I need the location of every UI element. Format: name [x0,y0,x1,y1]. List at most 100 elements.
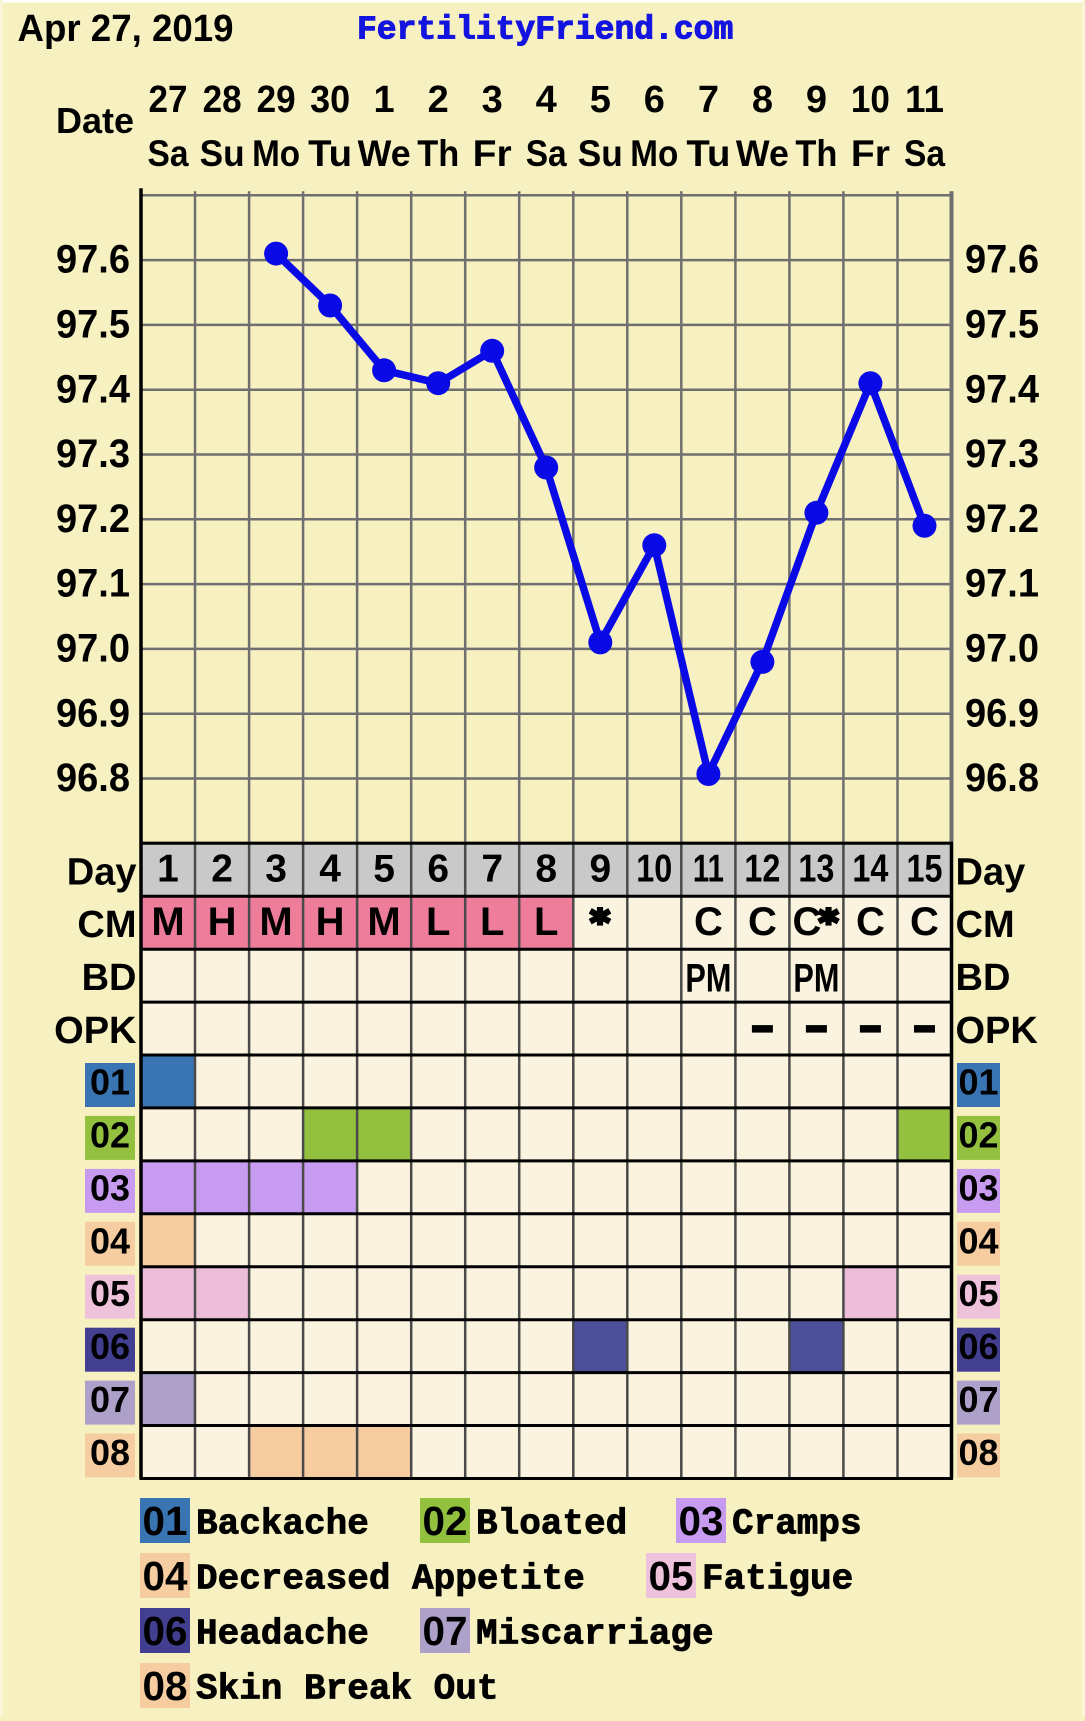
svg-text:8: 8 [752,79,773,121]
svg-text:97.2: 97.2 [56,497,130,541]
svg-text:05: 05 [649,1553,694,1599]
svg-text:13: 13 [798,847,834,890]
svg-text:6: 6 [427,847,449,890]
svg-text:97.6: 97.6 [56,238,130,282]
svg-text:CM: CM [77,904,136,946]
svg-text:L: L [426,900,450,944]
svg-text:Sa: Sa [148,133,189,174]
svg-text:05: 05 [90,1273,130,1314]
svg-text:97.1: 97.1 [56,562,130,606]
svg-text:Tu: Tu [686,133,730,174]
svg-text:Th: Th [795,133,837,174]
svg-text:Apr 27, 2019: Apr 27, 2019 [18,8,234,50]
svg-text:96.8: 96.8 [965,756,1039,800]
svg-text:01: 01 [143,1498,188,1544]
svg-text:OPK: OPK [54,1010,137,1052]
svg-text:04: 04 [90,1220,130,1261]
svg-text:96.8: 96.8 [56,756,130,800]
svg-text:Sa: Sa [526,133,567,174]
svg-text:Su: Su [578,133,623,174]
svg-text:07: 07 [90,1379,130,1420]
svg-text:BD: BD [956,957,1011,999]
svg-text:01: 01 [90,1062,130,1103]
svg-text:Tu: Tu [308,133,352,174]
svg-text:L: L [480,900,504,944]
svg-text:03: 03 [679,1498,724,1544]
svg-text:1: 1 [374,79,395,121]
svg-text:3: 3 [482,79,503,121]
svg-text:We: We [736,133,789,174]
svg-text:C: C [694,900,723,944]
svg-text:9: 9 [806,79,827,121]
svg-text:02: 02 [958,1114,998,1155]
svg-text:FertilityFriend.com: FertilityFriend.com [357,12,733,49]
svg-text:Skin Break Out: Skin Break Out [196,1669,498,1710]
svg-text:10: 10 [851,79,890,121]
svg-text:12: 12 [744,847,780,890]
svg-text:PM: PM [685,957,731,1001]
svg-text:11: 11 [693,847,724,890]
svg-text:2: 2 [428,79,449,121]
svg-text:2: 2 [211,847,233,890]
svg-text:Backache: Backache [196,1504,369,1545]
svg-text:01: 01 [958,1062,998,1103]
svg-text:97.2: 97.2 [965,497,1039,541]
svg-text:97.6: 97.6 [965,238,1039,282]
svg-text:07: 07 [958,1379,998,1420]
svg-text:OPK: OPK [956,1010,1039,1052]
svg-text:M: M [151,900,184,944]
svg-text:5: 5 [590,79,611,121]
svg-text:CM: CM [956,904,1015,946]
svg-text:Decreased Appetite: Decreased Appetite [196,1559,585,1600]
svg-text:03: 03 [958,1167,998,1208]
svg-text:Mo: Mo [630,133,678,174]
svg-text:Sa: Sa [904,133,945,174]
svg-text:L: L [534,900,558,944]
svg-text:3: 3 [265,847,287,890]
svg-text:Fr: Fr [473,133,512,174]
svg-text:Day: Day [67,851,137,893]
svg-text:14: 14 [852,847,888,890]
svg-text:07: 07 [423,1608,468,1654]
svg-text:C: C [910,900,939,944]
svg-text:06: 06 [958,1326,998,1367]
svg-text:97.4: 97.4 [56,367,131,411]
svg-text:97.0: 97.0 [965,627,1039,671]
svg-text:04: 04 [958,1220,998,1261]
svg-text:Bloated: Bloated [476,1504,627,1545]
svg-text:06: 06 [90,1326,130,1367]
svg-text:30: 30 [310,79,350,121]
svg-text:C: C [748,900,777,944]
svg-text:8: 8 [535,847,557,890]
svg-text:29: 29 [257,79,296,121]
svg-text:05: 05 [958,1273,998,1314]
svg-text:Headache: Headache [196,1614,369,1655]
svg-text:6: 6 [644,79,665,121]
svg-text:7: 7 [481,847,503,890]
svg-text:96.9: 96.9 [965,691,1039,735]
svg-text:Fr: Fr [851,133,890,174]
svg-text:08: 08 [90,1432,130,1473]
svg-text:02: 02 [90,1114,130,1155]
svg-text:H: H [208,900,237,944]
svg-text:02: 02 [423,1498,468,1544]
svg-text:15: 15 [907,847,943,890]
svg-text:M: M [367,900,400,944]
svg-text:4: 4 [536,79,557,121]
svg-text:03: 03 [90,1167,130,1208]
svg-text:97.3: 97.3 [56,432,130,476]
svg-text:4: 4 [319,847,341,890]
svg-text:We: We [358,133,411,174]
svg-text:PM: PM [793,957,839,1001]
svg-text:Date: Date [56,100,134,141]
svg-text:97.5: 97.5 [56,303,130,347]
svg-text:10: 10 [636,847,672,890]
svg-text:28: 28 [203,79,242,121]
svg-text:H: H [316,900,345,944]
svg-text:97.0: 97.0 [56,627,130,671]
svg-text:Day: Day [956,851,1026,893]
svg-text:04: 04 [143,1553,188,1599]
svg-text:Th: Th [417,133,459,174]
svg-text:C: C [793,900,822,944]
svg-text:Mo: Mo [252,133,300,174]
